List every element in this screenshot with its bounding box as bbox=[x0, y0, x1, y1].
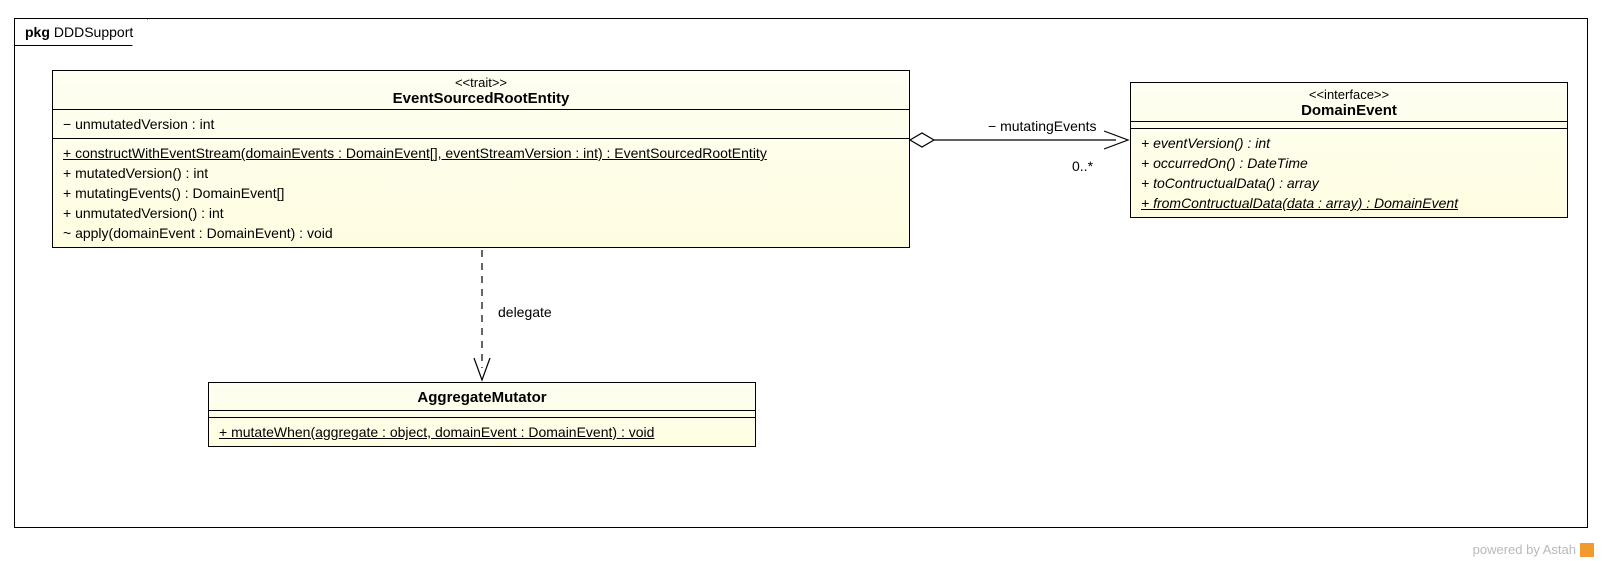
class-name: AggregateMutator bbox=[217, 389, 747, 406]
operation: + mutatedVersion() : int bbox=[63, 163, 899, 183]
class-name: EventSourcedRootEntity bbox=[61, 90, 901, 107]
watermark-text: powered by Astah bbox=[1473, 542, 1576, 557]
package-tab: pkg DDDSupport bbox=[14, 18, 148, 46]
class-domainevent: <<interface>> DomainEvent + eventVersion… bbox=[1130, 82, 1568, 218]
class-operations: + constructWithEventStream(domainEvents … bbox=[53, 139, 909, 247]
assoc-role-mutatingevents: − mutatingEvents bbox=[988, 118, 1097, 134]
operation: + mutateWhen(aggregate : object, domainE… bbox=[219, 422, 745, 442]
class-head: AggregateMutator bbox=[209, 383, 755, 411]
operation: + fromContructualData(data : array) : Do… bbox=[1141, 193, 1557, 213]
class-head: <<trait>> EventSourcedRootEntity bbox=[53, 71, 909, 110]
operation: + constructWithEventStream(domainEvents … bbox=[63, 143, 899, 163]
astah-logo-icon bbox=[1580, 543, 1594, 557]
class-attributes: − unmutatedVersion : int bbox=[53, 110, 909, 139]
dependency-label-delegate: delegate bbox=[498, 304, 552, 320]
operation: + occurredOn() : DateTime bbox=[1141, 153, 1557, 173]
operation: + toContructualData() : array bbox=[1141, 173, 1557, 193]
attribute: − unmutatedVersion : int bbox=[63, 114, 899, 134]
class-stereotype: <<trait>> bbox=[61, 75, 901, 90]
watermark: powered by Astah bbox=[1473, 542, 1594, 557]
class-operations: + eventVersion() : int + occurredOn() : … bbox=[1131, 129, 1567, 217]
package-name: DDDSupport bbox=[54, 23, 133, 41]
class-operations: + mutateWhen(aggregate : object, domainE… bbox=[209, 418, 755, 446]
operation: + unmutatedVersion() : int bbox=[63, 203, 899, 223]
class-head: <<interface>> DomainEvent bbox=[1131, 83, 1567, 122]
operation: + mutatingEvents() : DomainEvent[] bbox=[63, 183, 899, 203]
class-eventsourcedrootentity: <<trait>> EventSourcedRootEntity − unmut… bbox=[52, 70, 910, 248]
operation: + eventVersion() : int bbox=[1141, 133, 1557, 153]
package-keyword: pkg bbox=[25, 23, 50, 41]
class-empty-attrs bbox=[1131, 122, 1567, 129]
class-aggregatemutator: AggregateMutator + mutateWhen(aggregate … bbox=[208, 382, 756, 447]
class-name: DomainEvent bbox=[1139, 102, 1559, 119]
class-stereotype: <<interface>> bbox=[1139, 87, 1559, 102]
assoc-multiplicity: 0..* bbox=[1072, 158, 1093, 174]
class-empty-attrs bbox=[209, 411, 755, 418]
operation: ~ apply(domainEvent : DomainEvent) : voi… bbox=[63, 223, 899, 243]
diagram-canvas: pkg DDDSupport <<trait>> EventSourcedRoo… bbox=[0, 0, 1602, 561]
